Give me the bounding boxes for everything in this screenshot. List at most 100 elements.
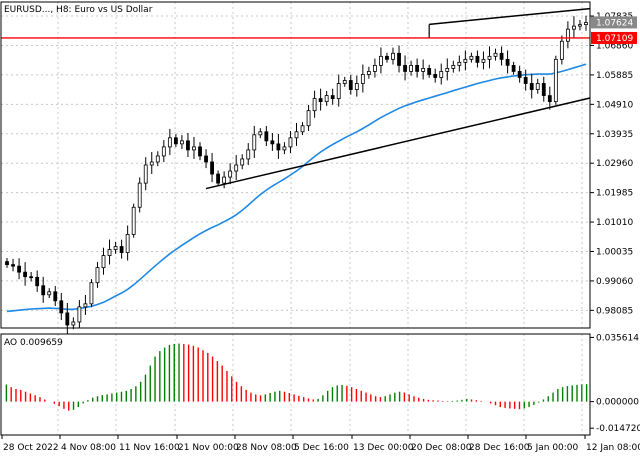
candle bbox=[222, 171, 227, 189]
candle bbox=[11, 258, 15, 272]
candle bbox=[433, 68, 438, 83]
ao-label: AO 0.009659 bbox=[4, 338, 63, 348]
candle bbox=[457, 55, 462, 72]
price-tick-label: 1.06860 bbox=[596, 41, 633, 51]
candle bbox=[149, 152, 154, 174]
candle bbox=[517, 65, 522, 83]
candle bbox=[173, 134, 178, 148]
candle bbox=[270, 133, 275, 151]
candlesticks bbox=[5, 15, 588, 334]
candle bbox=[330, 88, 335, 105]
candle bbox=[252, 125, 257, 158]
candle bbox=[234, 155, 239, 181]
candle bbox=[559, 35, 564, 65]
candle bbox=[529, 73, 534, 99]
candle bbox=[294, 122, 299, 146]
candle bbox=[348, 74, 353, 95]
candle bbox=[379, 47, 383, 74]
trendline[interactable] bbox=[205, 97, 591, 190]
grid bbox=[1, 2, 590, 435]
candle bbox=[306, 104, 311, 131]
price-tick-label: 1.01010 bbox=[596, 218, 633, 228]
candle bbox=[192, 136, 196, 159]
price-tick-label: 0.98085 bbox=[596, 306, 633, 316]
candle bbox=[312, 90, 317, 118]
candle bbox=[397, 45, 401, 73]
candle bbox=[161, 140, 166, 163]
candle bbox=[505, 50, 510, 74]
candle bbox=[282, 142, 287, 155]
candle bbox=[493, 48, 498, 61]
candle bbox=[89, 279, 94, 308]
hline-price-label: 1.07109 bbox=[591, 31, 637, 44]
price-tick-label: 1.05885 bbox=[596, 71, 633, 81]
candle bbox=[240, 154, 245, 170]
chart-frame bbox=[0, 1, 591, 436]
price-tick-label: 1.02960 bbox=[596, 159, 633, 169]
candle bbox=[180, 135, 184, 150]
candle bbox=[572, 16, 576, 39]
trendline[interactable] bbox=[429, 7, 591, 26]
candle bbox=[246, 143, 251, 166]
candle bbox=[41, 276, 46, 303]
candle bbox=[403, 55, 407, 81]
candle bbox=[427, 64, 432, 78]
time-tick-label: 5 Dec 16:00 bbox=[294, 443, 349, 453]
ao-tick-label: 0.035614 bbox=[596, 333, 639, 343]
candle bbox=[5, 257, 9, 268]
candle bbox=[23, 262, 28, 286]
candle bbox=[547, 86, 552, 110]
candle bbox=[167, 128, 172, 155]
candle bbox=[463, 50, 468, 71]
price-tick-label: 1.00035 bbox=[596, 247, 633, 257]
candle bbox=[565, 21, 570, 49]
candle bbox=[385, 52, 389, 63]
candle bbox=[481, 51, 486, 70]
price-tick-label: 0.99060 bbox=[596, 277, 633, 287]
ao-histogram bbox=[5, 343, 588, 411]
candle bbox=[475, 50, 480, 68]
candle bbox=[131, 203, 136, 238]
candle bbox=[511, 61, 516, 75]
candle bbox=[228, 163, 233, 185]
candle bbox=[439, 63, 444, 85]
candle bbox=[451, 60, 456, 73]
price-tick-label: 1.03935 bbox=[596, 130, 633, 140]
candle bbox=[276, 133, 281, 159]
candle bbox=[198, 142, 202, 161]
svg-text:1.07624: 1.07624 bbox=[596, 18, 633, 28]
candle bbox=[415, 58, 420, 78]
price-tick-label: 1.01985 bbox=[596, 189, 633, 199]
candle bbox=[360, 64, 365, 93]
candle bbox=[29, 272, 34, 282]
candle bbox=[216, 170, 220, 187]
candle bbox=[186, 133, 190, 157]
candle bbox=[83, 294, 88, 315]
candle bbox=[35, 270, 40, 292]
candle bbox=[324, 90, 329, 106]
time-tick-label: 20 Dec 08:00 bbox=[411, 443, 472, 453]
candle bbox=[65, 302, 70, 334]
candle bbox=[499, 46, 504, 66]
candle bbox=[204, 149, 208, 169]
candle bbox=[77, 300, 82, 329]
candle bbox=[288, 131, 293, 154]
candle bbox=[258, 128, 263, 139]
candle bbox=[336, 74, 341, 107]
price-axis[interactable]: 1.078351.068601.058851.049101.039351.029… bbox=[590, 12, 640, 434]
time-tick-label: 28 Oct 2022 bbox=[3, 443, 59, 453]
candle bbox=[155, 151, 160, 167]
candle bbox=[137, 177, 142, 213]
candle bbox=[578, 19, 582, 31]
candle bbox=[421, 59, 426, 80]
candle bbox=[143, 157, 148, 191]
candle bbox=[59, 292, 64, 320]
candle bbox=[95, 261, 100, 288]
candle bbox=[210, 153, 214, 183]
candle bbox=[119, 239, 124, 259]
svg-text:1.07109: 1.07109 bbox=[596, 34, 633, 44]
candle bbox=[541, 76, 546, 102]
candle bbox=[535, 78, 540, 94]
